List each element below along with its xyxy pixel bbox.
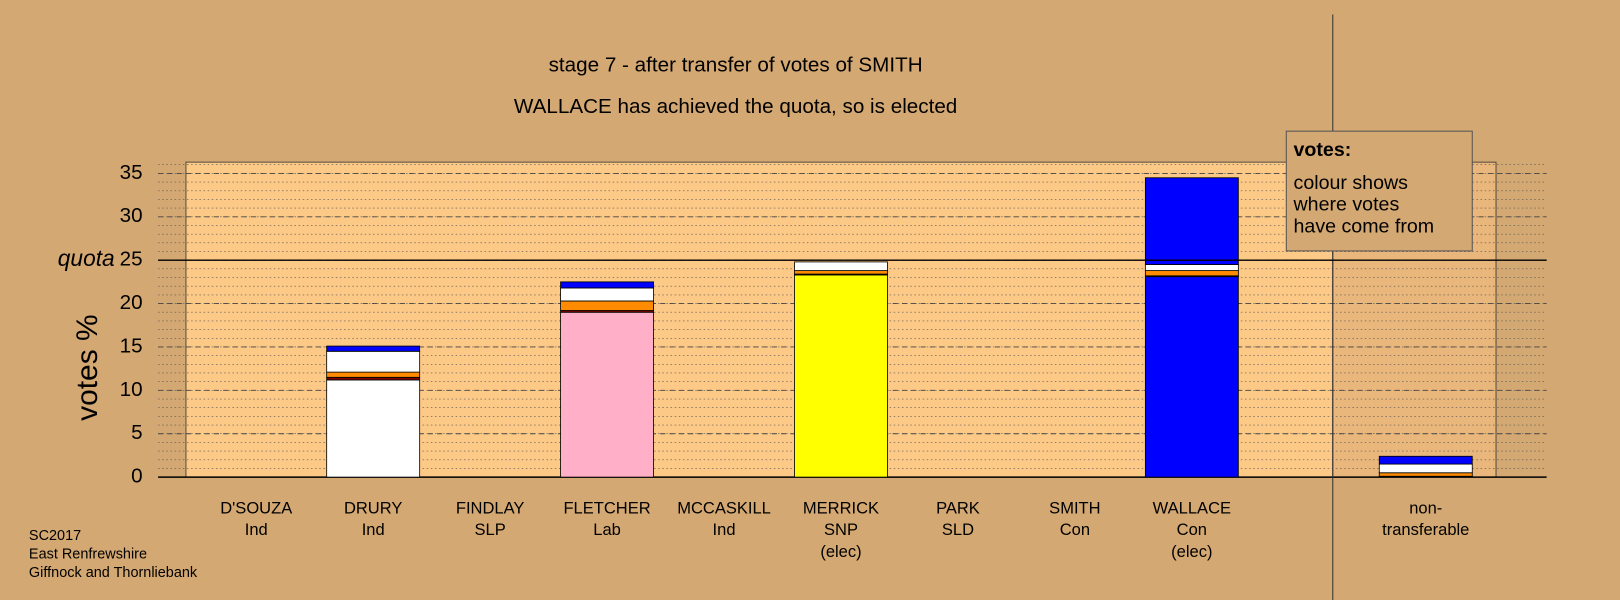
y-axis-label: votes % [71, 314, 104, 420]
x-tick-label: Ind [362, 520, 385, 539]
chart-subtitle: WALLACE has achieved the quota, so is el… [514, 95, 957, 118]
y-tick-label: 35 [120, 161, 143, 184]
y-tick-label: 10 [120, 378, 143, 401]
chart-title: stage 7 - after transfer of votes of SMI… [549, 54, 923, 77]
x-tick-label: (elec) [820, 542, 861, 561]
bar-segment [1378, 455, 1473, 465]
x-tick-label: SLP [475, 520, 506, 539]
note-line: colour shows [1294, 172, 1409, 194]
bar-segment [1144, 276, 1239, 478]
bar-segment [326, 379, 421, 478]
bar-segment [326, 371, 421, 378]
bar-segment [326, 350, 421, 373]
bar-segment [560, 281, 654, 289]
bar-segment [794, 270, 888, 275]
y-tick-label: 0 [131, 465, 142, 488]
bar-segment [560, 300, 654, 311]
x-tick-label: transferable [1382, 520, 1469, 539]
x-tick-label: non- [1409, 498, 1442, 517]
bar-segment [1144, 177, 1239, 265]
x-tick-label: PARK [936, 498, 980, 517]
x-tick-label: (elec) [1171, 542, 1212, 561]
note-box [1285, 130, 1473, 252]
bar-segment [1378, 463, 1473, 474]
x-tick-label: DRURY [344, 498, 402, 517]
y-tick-label: 30 [120, 204, 143, 227]
note-line: have come from [1294, 215, 1435, 237]
bar-segment [1378, 472, 1473, 477]
x-tick-label: Ind [245, 520, 268, 539]
x-tick-label: Con [1060, 520, 1090, 539]
x-tick-label: Ind [713, 520, 736, 539]
x-tick-label: SLD [942, 520, 974, 539]
x-tick-label: WALLACE [1153, 498, 1231, 517]
x-tick-label: Con [1177, 520, 1207, 539]
y-tick-label: 5 [131, 421, 142, 444]
bar-segment [794, 261, 888, 272]
bars [326, 177, 1473, 478]
quota-label: quota [58, 245, 115, 271]
note-title: votes: [1294, 139, 1352, 161]
y-tick-label: 15 [120, 334, 143, 357]
bar-segment [1144, 270, 1239, 277]
y-tick-label: 20 [120, 291, 143, 314]
x-tick-label: FLETCHER [563, 498, 650, 517]
footer-line: SC2017 [29, 528, 81, 544]
bar-segment [560, 311, 654, 478]
note-line: where votes [1293, 194, 1400, 216]
x-tick-label: FINDLAY [456, 498, 525, 517]
y-tick-label: 25 [120, 248, 143, 271]
bar-segment [1144, 264, 1239, 272]
x-tick-label: MCCASKILL [677, 498, 771, 517]
bar-segment [794, 274, 888, 478]
x-tick-label: SMITH [1049, 498, 1100, 517]
bar-segment [326, 345, 421, 352]
bar-segment [560, 287, 654, 302]
x-tick-label: MERRICK [803, 498, 879, 517]
footer-line: Giffnock and Thornliebank [29, 565, 198, 581]
footer-line: East Renfrewshire [29, 546, 147, 562]
x-tick-label: Lab [593, 520, 621, 539]
x-tick-label: SNP [824, 520, 858, 539]
x-tick-label: D'SOUZA [220, 498, 292, 517]
